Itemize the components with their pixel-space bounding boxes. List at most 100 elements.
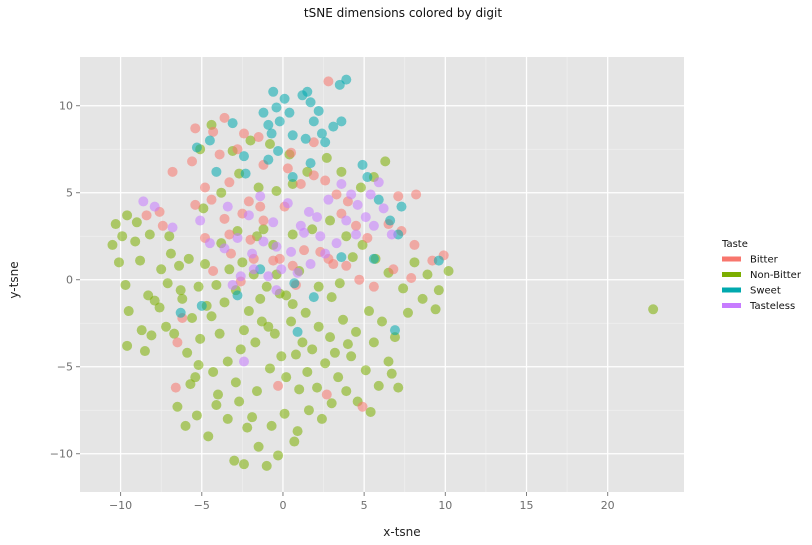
- point-non-bitter: [333, 372, 344, 383]
- point-non-bitter: [222, 356, 233, 367]
- point-bitter: [411, 189, 422, 200]
- point-non-bitter: [253, 182, 264, 193]
- y-axis-ticks: −10 −5 0 5 10: [50, 100, 80, 461]
- point-non-bitter: [243, 306, 254, 317]
- point-non-bitter: [203, 431, 214, 442]
- point-non-bitter: [172, 401, 183, 412]
- point-tasteless: [346, 189, 357, 200]
- point-non-bitter: [122, 210, 133, 221]
- point-bitter: [224, 177, 235, 188]
- point-non-bitter: [430, 304, 441, 315]
- legend-key-bitter: [722, 256, 741, 262]
- legend-key-non-bitter: [722, 272, 741, 277]
- point-tasteless: [271, 285, 282, 296]
- point-bitter: [190, 123, 201, 134]
- point-tasteless: [303, 206, 314, 217]
- point-bitter: [232, 144, 243, 155]
- point-non-bitter: [237, 257, 248, 268]
- point-non-bitter: [130, 236, 141, 247]
- point-non-bitter: [222, 413, 233, 424]
- point-non-bitter: [247, 412, 258, 423]
- point-tasteless: [378, 203, 389, 214]
- point-tasteless: [323, 194, 334, 205]
- point-bitter: [253, 132, 264, 143]
- point-sweet: [300, 133, 311, 144]
- point-non-bitter: [321, 152, 332, 163]
- point-tasteless: [320, 248, 331, 259]
- point-non-bitter: [297, 337, 308, 348]
- point-bitter: [287, 260, 298, 271]
- point-sweet: [357, 159, 368, 170]
- point-bitter: [214, 149, 225, 160]
- y-tick-label: −5: [57, 361, 73, 374]
- legend-label-sweet: Sweet: [750, 286, 781, 297]
- point-bitter: [331, 189, 342, 200]
- point-non-bitter: [307, 344, 318, 355]
- point-non-bitter: [422, 269, 433, 280]
- point-bitter: [295, 179, 306, 190]
- point-sweet: [274, 116, 285, 127]
- point-tasteless: [315, 231, 326, 242]
- point-non-bitter: [214, 328, 225, 339]
- point-tasteless: [248, 264, 259, 275]
- legend-key-tasteless: [722, 303, 741, 308]
- point-sweet: [385, 215, 396, 226]
- point-non-bitter: [365, 406, 376, 417]
- point-sweet: [368, 253, 379, 264]
- point-sweet: [302, 86, 313, 97]
- point-non-bitter: [193, 281, 204, 292]
- point-tasteless: [247, 248, 258, 259]
- point-tasteless: [282, 198, 293, 209]
- point-tasteless: [138, 196, 149, 207]
- point-sweet: [336, 252, 347, 263]
- point-tasteless: [352, 199, 363, 210]
- x-tick-label: 20: [601, 499, 615, 512]
- point-sweet: [287, 130, 298, 141]
- point-bitter: [299, 245, 310, 256]
- point-bitter: [351, 220, 362, 231]
- y-tick-label: 5: [66, 187, 73, 200]
- point-sweet: [305, 158, 316, 169]
- point-non-bitter: [355, 182, 366, 193]
- point-non-bitter: [342, 339, 353, 350]
- point-sweet: [279, 93, 290, 104]
- point-tasteless: [149, 201, 160, 212]
- point-sweet: [305, 97, 316, 108]
- x-tick-label: 10: [438, 499, 452, 512]
- point-sweet: [263, 119, 274, 130]
- point-tasteless: [331, 238, 342, 249]
- point-bitter: [388, 264, 399, 275]
- point-tasteless: [341, 215, 352, 226]
- point-non-bitter: [211, 279, 222, 290]
- legend-label-non-bitter: Non-Bitter: [750, 270, 802, 281]
- point-bitter: [238, 128, 249, 139]
- point-bitter: [190, 199, 201, 210]
- point-sweet: [258, 107, 269, 118]
- point-tasteless: [336, 179, 347, 190]
- point-non-bitter: [294, 384, 305, 395]
- point-non-bitter: [347, 252, 358, 263]
- point-non-bitter: [269, 328, 280, 339]
- point-non-bitter: [165, 248, 176, 259]
- point-non-bitter: [238, 325, 249, 336]
- point-non-bitter: [208, 366, 219, 377]
- point-non-bitter: [250, 337, 261, 348]
- point-tasteless: [276, 264, 287, 275]
- point-non-bitter: [346, 351, 357, 362]
- y-tick-label: 10: [59, 100, 73, 113]
- point-bitter: [336, 208, 347, 219]
- point-non-bitter: [290, 349, 301, 360]
- point-bitter: [409, 239, 420, 250]
- point-non-bitter: [300, 307, 311, 318]
- point-non-bitter: [245, 135, 256, 146]
- point-tasteless: [243, 210, 254, 221]
- point-non-bitter: [326, 292, 337, 303]
- point-tasteless: [204, 238, 215, 249]
- point-bitter: [172, 337, 183, 348]
- point-non-bitter: [302, 366, 313, 377]
- major-gridlines: [80, 57, 684, 492]
- point-sweet: [287, 172, 298, 183]
- point-sweet: [211, 166, 222, 177]
- point-non-bitter: [117, 231, 128, 242]
- point-bitter: [141, 210, 152, 221]
